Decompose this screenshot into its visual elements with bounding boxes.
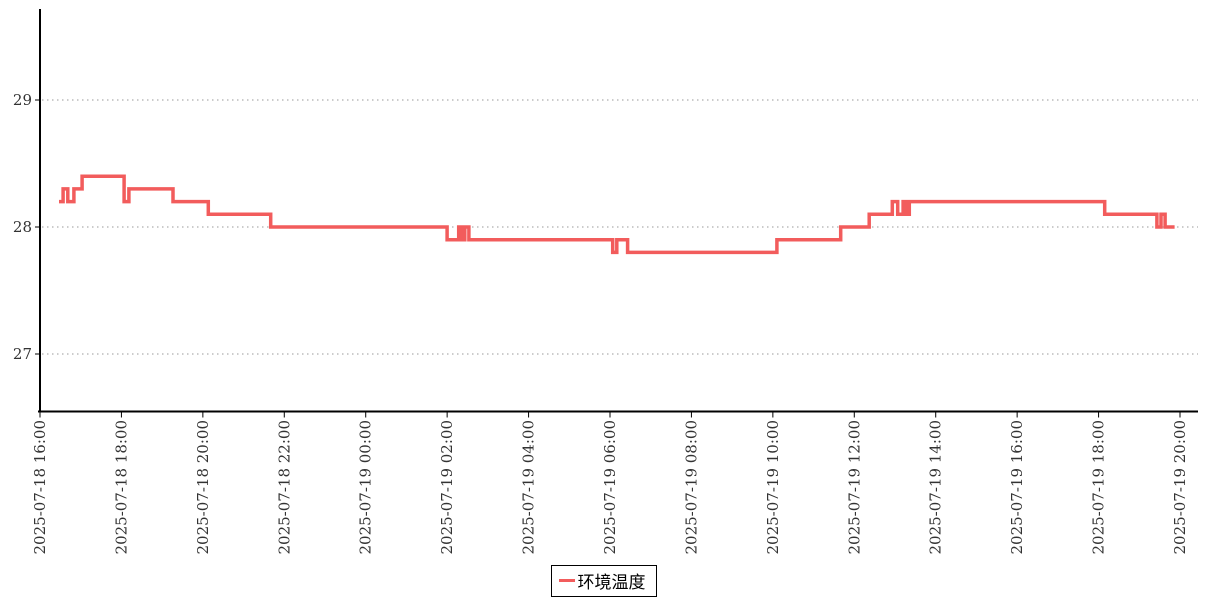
x-tick-label: 2025-07-19 12:00 xyxy=(845,420,863,554)
x-tick-label: 2025-07-19 08:00 xyxy=(682,420,700,554)
x-tick-label: 2025-07-19 02:00 xyxy=(438,420,456,554)
x-tick-label: 2025-07-19 14:00 xyxy=(927,420,945,554)
series-line xyxy=(59,174,1175,255)
x-tick-label: 2025-07-18 16:00 xyxy=(31,420,49,554)
x-tick-label: 2025-07-19 00:00 xyxy=(357,420,375,554)
x-tick-label: 2025-07-19 06:00 xyxy=(601,420,619,554)
x-tick-label: 2025-07-19 20:00 xyxy=(1171,420,1189,554)
x-tick-label: 2025-07-18 18:00 xyxy=(112,420,130,554)
x-tick-label: 2025-07-19 18:00 xyxy=(1090,420,1108,554)
x-tick-label: 2025-07-18 20:00 xyxy=(194,420,212,554)
x-tick-label: 2025-07-19 04:00 xyxy=(520,420,538,554)
y-tick-label: 29 xyxy=(13,91,32,109)
y-tick-label: 28 xyxy=(13,218,32,236)
x-tick-label: 2025-07-19 10:00 xyxy=(764,420,782,554)
chart-legend[interactable]: 环境温度 xyxy=(550,565,657,597)
x-tick-label: 2025-07-18 22:00 xyxy=(275,420,293,554)
x-tick-label: 2025-07-19 16:00 xyxy=(1008,420,1026,554)
legend-series-label: 环境温度 xyxy=(577,573,646,593)
legend-line-icon xyxy=(558,578,575,583)
y-tick-label: 27 xyxy=(13,345,32,363)
